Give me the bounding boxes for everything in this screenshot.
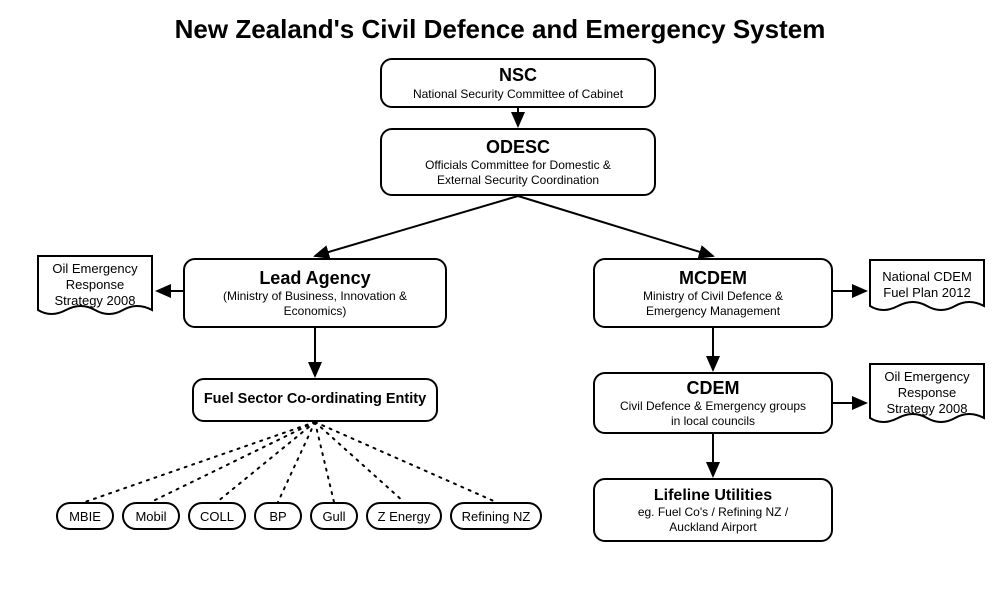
node-nsc-title: NSC [499,65,537,87]
company-node: BP [254,502,302,530]
node-mcdem-title: MCDEM [679,268,747,290]
node-odesc-sub1: Officials Committee for Domestic & [425,158,611,172]
doc-oil-2008-left: Oil Emergency Response Strategy 2008 [36,254,154,324]
company-label: BP [269,509,286,524]
company-label: Mobil [135,509,166,524]
company-node: Gull [310,502,358,530]
node-cdem-title: CDEM [687,378,740,400]
node-odesc: ODESC Officials Committee for Domestic &… [380,128,656,196]
node-lifeline-sub1: eg. Fuel Co's / Refining NZ / [638,505,788,519]
company-label: MBIE [69,509,101,524]
doc-oil-2008-right: Oil Emergency Response Strategy 2008 [868,362,986,432]
company-label: COLL [200,509,234,524]
doc-oil2-l3: Strategy 2008 [887,401,968,417]
node-mcdem: MCDEM Ministry of Civil Defence & Emerge… [593,258,833,328]
company-node: Mobil [122,502,180,530]
node-fuel-title: Fuel Sector Co-ordinating Entity [204,391,426,408]
company-label: Gull [322,509,345,524]
node-fuel-sector: Fuel Sector Co-ordinating Entity [192,378,438,422]
company-node: Z Energy [366,502,442,530]
doc-oil1-l1: Oil Emergency [52,261,137,277]
doc-cdem-l1: National CDEM [882,269,972,285]
diagram-title: New Zealand's Civil Defence and Emergenc… [0,14,1000,45]
node-cdem-sub1: Civil Defence & Emergency groups [620,399,806,413]
node-lead-title: Lead Agency [259,268,370,290]
doc-cdem-plan: National CDEM Fuel Plan 2012 [868,258,986,320]
node-nsc: NSC National Security Committee of Cabin… [380,58,656,108]
node-nsc-subtitle: National Security Committee of Cabinet [413,87,623,101]
node-odesc-sub2: External Security Coordination [437,173,599,187]
doc-oil1-l3: Strategy 2008 [55,293,136,309]
node-cdem: CDEM Civil Defence & Emergency groups in… [593,372,833,434]
node-mcdem-sub1: Ministry of Civil Defence & [643,289,783,303]
node-lifeline-sub2: Auckland Airport [669,520,756,534]
node-lifeline: Lifeline Utilities eg. Fuel Co's / Refin… [593,478,833,542]
company-node: Refining NZ [450,502,542,530]
doc-oil1-l2: Response [66,277,125,293]
company-label: Refining NZ [462,509,531,524]
node-lead-agency: Lead Agency (Ministry of Business, Innov… [183,258,447,328]
company-node: MBIE [56,502,114,530]
node-mcdem-sub2: Emergency Management [646,304,780,318]
company-node: COLL [188,502,246,530]
doc-oil2-l2: Response [898,385,957,401]
node-lifeline-title: Lifeline Utilities [654,486,772,505]
diagram-canvas: New Zealand's Civil Defence and Emergenc… [0,0,1000,612]
node-cdem-sub2: in local councils [671,414,755,428]
node-odesc-title: ODESC [486,137,550,159]
node-lead-sub1: (Ministry of Business, Innovation & [223,289,407,303]
node-lead-sub2: Economics) [284,304,347,318]
company-label: Z Energy [378,509,431,524]
doc-oil2-l1: Oil Emergency [884,369,969,385]
doc-cdem-l2: Fuel Plan 2012 [883,285,970,301]
